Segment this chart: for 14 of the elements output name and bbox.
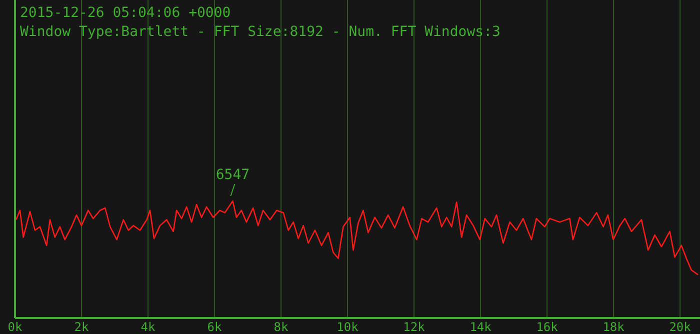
x-tick-label: 6k [207,320,223,334]
chart-subtitle: Window Type:Bartlett - FFT Size:8192 - Num. FFT Windows:3 [20,24,500,40]
x-tick-label: 4k [140,320,156,334]
x-tick-label: 12k [403,320,426,334]
x-tick-label: 20k [669,320,692,334]
x-tick-label: 16k [536,320,559,334]
chart-title: 2015-12-26 05:04:06 +0000 [20,5,231,21]
annotation: 6547 [216,167,250,183]
x-tick-label: 0k [8,320,23,334]
x-tick-label: 18k [602,320,626,334]
x-tick-label: 14k [470,320,492,334]
x-tick-label: 10k [336,320,360,334]
x-tick-label: 2k [74,320,90,334]
x-tick-label: 8k [274,320,290,334]
